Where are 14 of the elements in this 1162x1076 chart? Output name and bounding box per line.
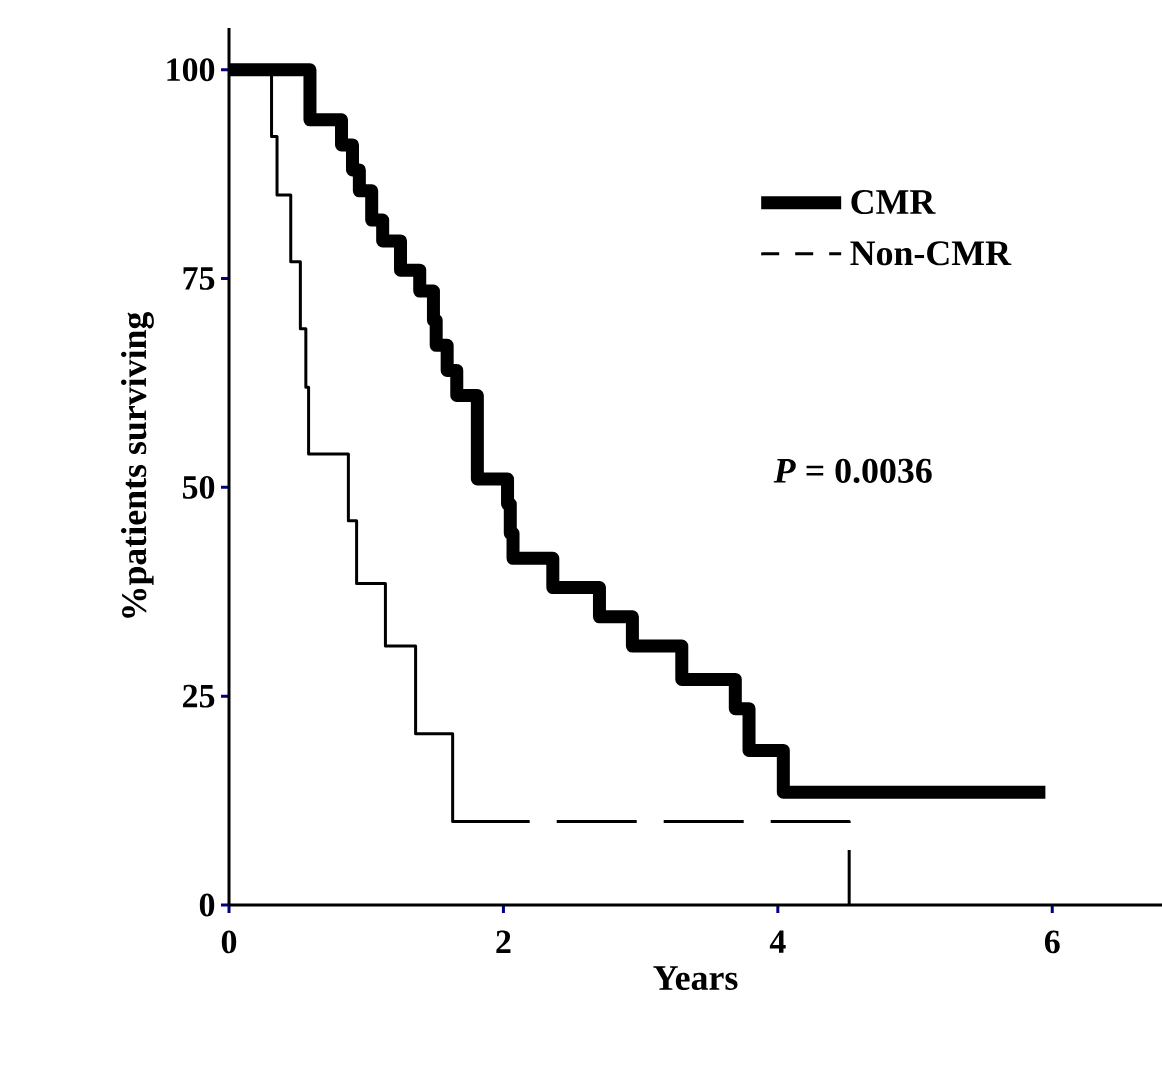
legend-label: CMR (851, 190, 936, 215)
x-axis-title: Years (653, 966, 738, 991)
legend-label: Non-CMR (850, 241, 1012, 266)
y-tick-label: 100 (167, 58, 215, 82)
annotation: P = 0.0036 (773, 458, 932, 484)
y-tick-label: 50 (182, 475, 215, 499)
x-tick-label: 6 (1044, 930, 1060, 954)
y-axis-title: %patients surviving (121, 311, 154, 618)
x-tick-label: 2 (496, 930, 511, 953)
x-tick-label: 0 (221, 930, 237, 954)
y-tick-label: 75 (183, 267, 215, 290)
y-tick-label: 0 (199, 893, 215, 917)
y-tick-label: 25 (183, 684, 215, 708)
x-tick-label: 4 (769, 930, 786, 953)
